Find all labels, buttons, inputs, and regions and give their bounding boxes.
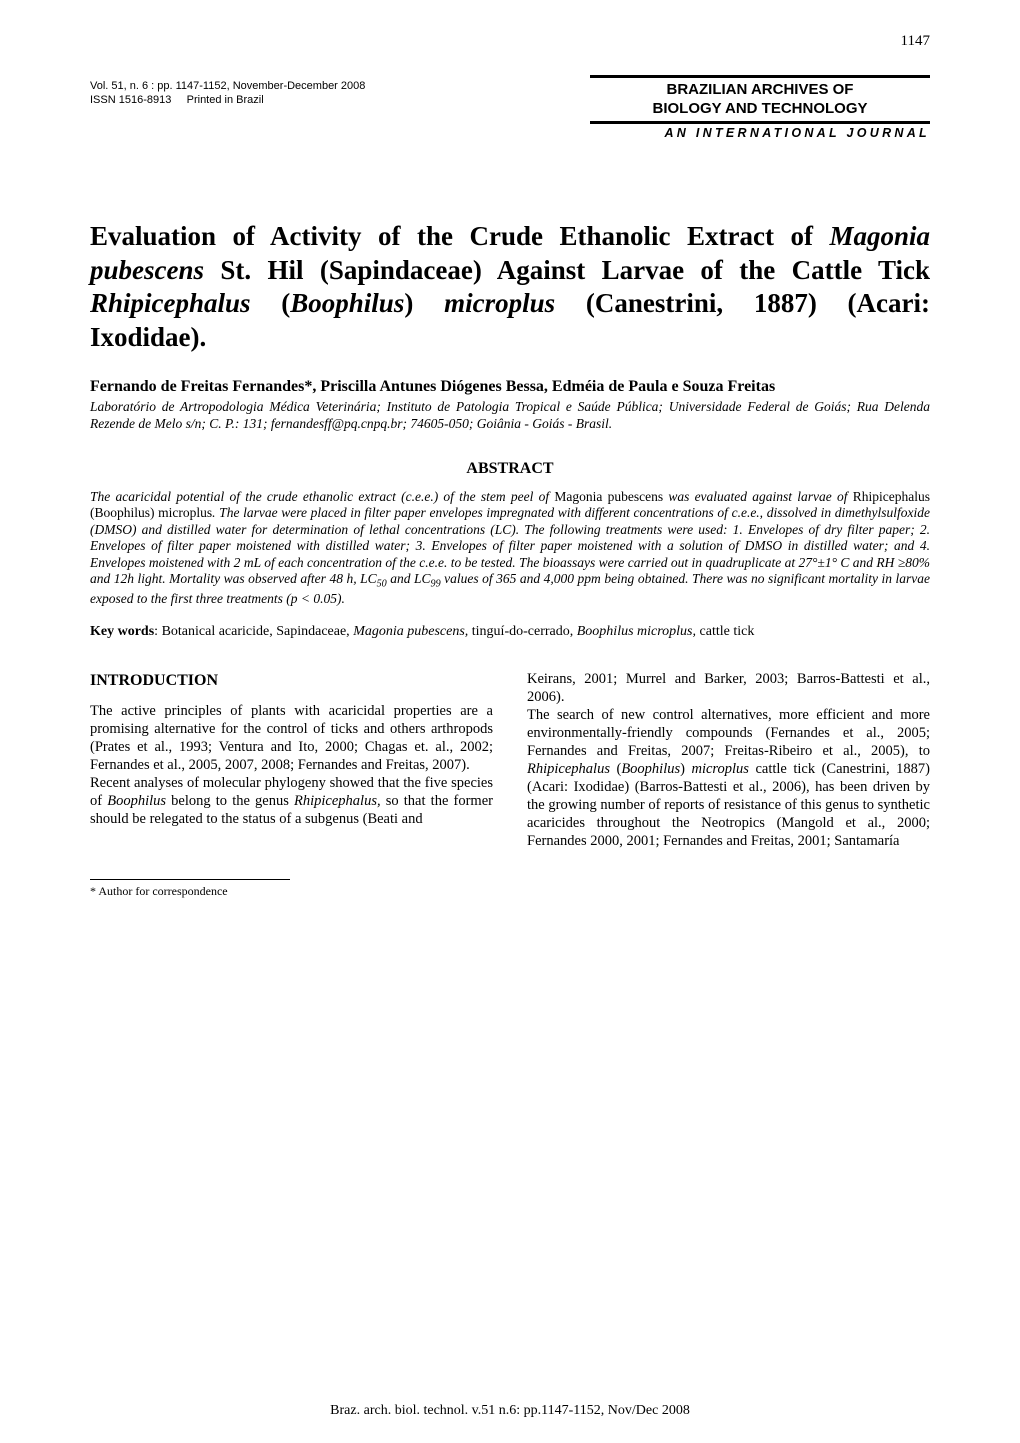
volume-line-2: ISSN 1516-8913 Printed in Brazil (90, 93, 365, 107)
abstract-heading: ABSTRACT (90, 459, 930, 479)
intro-continuation-2: The search of new control alternatives, … (527, 707, 930, 851)
keywords-text: Botanical acaricide, Sapindaceae, Magoni… (162, 624, 755, 639)
footer-citation: Braz. arch. biol. technol. v.51 n.6: pp.… (0, 1402, 1020, 1420)
international-journal-line: AN INTERNATIONAL JOURNAL (590, 124, 930, 142)
keywords-colon: : (154, 624, 161, 639)
archive-block: BRAZILIAN ARCHIVES OF BIOLOGY AND TECHNO… (590, 75, 930, 142)
keywords: Key words: Botanical acaricide, Sapindac… (90, 623, 930, 641)
archive-line-2: BIOLOGY AND TECHNOLOGY (594, 100, 926, 119)
printed-in: Printed in Brazil (187, 94, 264, 106)
archive-line-1: BRAZILIAN ARCHIVES OF (594, 81, 926, 100)
two-column-body: INTRODUCTION The active principles of pl… (90, 671, 930, 851)
intro-paragraph-1: The active principles of plants with aca… (90, 703, 493, 775)
page-number: 1147 (90, 32, 930, 51)
archive-box: BRAZILIAN ARCHIVES OF BIOLOGY AND TECHNO… (590, 75, 930, 125)
authors: Fernando de Freitas Fernandes*, Priscill… (90, 377, 930, 397)
article-title: Evaluation of Activity of the Crude Etha… (90, 220, 930, 355)
footnote-rule (90, 879, 290, 880)
affiliation: Laboratório de Artropodologia Médica Vet… (90, 399, 930, 433)
intro-paragraph-2: Recent analyses of molecular phylogeny s… (90, 775, 493, 829)
footnote: * Author for correspondence (90, 884, 930, 899)
right-column: Keirans, 2001; Murrel and Barker, 2003; … (527, 671, 930, 851)
journal-header: Vol. 51, n. 6 : pp. 1147-1152, November-… (90, 75, 930, 142)
introduction-heading: INTRODUCTION (90, 671, 493, 691)
volume-line-1: Vol. 51, n. 6 : pp. 1147-1152, November-… (90, 79, 365, 93)
issn: ISSN 1516-8913 (90, 94, 171, 106)
volume-block: Vol. 51, n. 6 : pp. 1147-1152, November-… (90, 75, 365, 142)
keywords-label: Key words (90, 624, 154, 639)
abstract-body: The acaricidal potential of the crude et… (90, 489, 930, 608)
intro-continuation-1: Keirans, 2001; Murrel and Barker, 2003; … (527, 671, 930, 707)
left-column: INTRODUCTION The active principles of pl… (90, 671, 493, 851)
